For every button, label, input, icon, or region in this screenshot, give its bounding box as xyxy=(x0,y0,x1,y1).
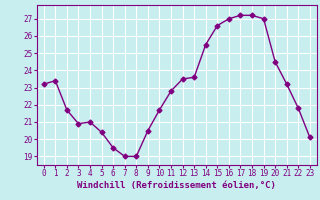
X-axis label: Windchill (Refroidissement éolien,°C): Windchill (Refroidissement éolien,°C) xyxy=(77,181,276,190)
